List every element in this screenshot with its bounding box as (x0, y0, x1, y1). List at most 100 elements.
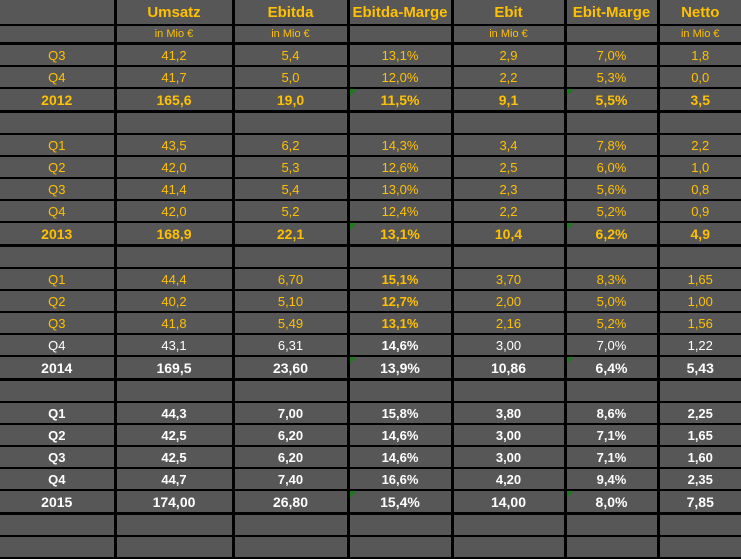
cell-netto[interactable]: 1,56 (656, 311, 741, 335)
cell-ebitda-marge[interactable]: 14,6% (346, 423, 454, 447)
cell-ebit[interactable]: 10,4 (450, 221, 567, 247)
cell-ebitda[interactable] (231, 512, 350, 537)
cell-ebit[interactable] (450, 512, 567, 537)
cell-ebit-marge[interactable] (563, 244, 660, 269)
cell-ebit-marge[interactable] (563, 512, 660, 537)
cell-ebitda[interactable]: 7,00 (231, 401, 350, 425)
cell-ebit[interactable]: 9,1 (450, 87, 567, 113)
cell-ebit[interactable]: 3,00 (450, 423, 567, 447)
row-label-cell[interactable] (0, 378, 117, 403)
cell-netto[interactable]: 3,5 (656, 87, 741, 113)
cell-umsatz[interactable]: 41,8 (113, 311, 235, 335)
cell-ebit[interactable] (450, 244, 567, 269)
cell-umsatz[interactable]: 42,5 (113, 445, 235, 469)
cell-umsatz[interactable]: 41,7 (113, 65, 235, 89)
row-label-cell[interactable]: Q1 (0, 401, 117, 425)
cell-ebitda[interactable]: 5,3 (231, 155, 350, 179)
cell-umsatz[interactable] (113, 244, 235, 269)
row-label-cell[interactable]: Q3 (0, 177, 117, 201)
cell-ebit-marge[interactable]: 6,0% (563, 155, 660, 179)
cell-umsatz[interactable]: 41,4 (113, 177, 235, 201)
column-unit-ebit[interactable]: in Mio € (450, 24, 567, 45)
cell-umsatz[interactable]: 41,2 (113, 43, 235, 67)
row-label-cell[interactable]: Q4 (0, 199, 117, 223)
cell-ebit-marge[interactable]: 7,8% (563, 133, 660, 157)
cell-netto[interactable] (656, 378, 741, 403)
cell-ebitda[interactable] (231, 244, 350, 269)
row-label-cell[interactable]: Q4 (0, 65, 117, 89)
column-header-ebit-marge[interactable]: Ebit-Marge (563, 0, 660, 26)
column-header-label[interactable] (0, 0, 117, 26)
cell-ebitda-marge[interactable]: 13,0% (346, 177, 454, 201)
cell-ebit-marge[interactable] (563, 535, 660, 559)
cell-ebit[interactable]: 14,00 (450, 489, 567, 515)
cell-ebitda-marge[interactable]: 12,7% (346, 289, 454, 313)
column-unit-umsatz[interactable]: in Mio € (113, 24, 235, 45)
row-label-cell[interactable]: 2014 (0, 355, 117, 381)
cell-ebit[interactable]: 3,00 (450, 333, 567, 357)
cell-netto[interactable]: 2,2 (656, 133, 741, 157)
cell-ebitda[interactable] (231, 378, 350, 403)
cell-umsatz[interactable]: 169,5 (113, 355, 235, 381)
cell-ebit-marge[interactable]: 6,4% (563, 355, 660, 381)
cell-umsatz[interactable]: 44,7 (113, 467, 235, 491)
cell-ebitda-marge[interactable] (346, 512, 454, 537)
cell-ebitda-marge[interactable]: 15,1% (346, 267, 454, 291)
cell-ebit-marge[interactable]: 7,1% (563, 423, 660, 447)
cell-umsatz[interactable]: 43,1 (113, 333, 235, 357)
row-label-cell[interactable]: Q4 (0, 333, 117, 357)
cell-netto[interactable]: 1,60 (656, 445, 741, 469)
cell-ebit[interactable]: 2,3 (450, 177, 567, 201)
cell-umsatz[interactable]: 42,5 (113, 423, 235, 447)
cell-ebit-marge[interactable]: 5,2% (563, 311, 660, 335)
cell-netto[interactable]: 2,35 (656, 467, 741, 491)
cell-ebit-marge[interactable] (563, 378, 660, 403)
cell-netto[interactable]: 5,43 (656, 355, 741, 381)
cell-ebitda[interactable] (231, 535, 350, 559)
row-label-cell[interactable]: Q3 (0, 43, 117, 67)
cell-netto[interactable]: 4,9 (656, 221, 741, 247)
row-label-cell[interactable] (0, 512, 117, 537)
cell-netto[interactable] (656, 244, 741, 269)
cell-ebit[interactable]: 2,00 (450, 289, 567, 313)
cell-ebit[interactable]: 3,00 (450, 445, 567, 469)
cell-ebitda-marge[interactable] (346, 110, 454, 135)
column-unit-ebitda-marge[interactable] (346, 24, 454, 45)
cell-ebit-marge[interactable]: 5,0% (563, 289, 660, 313)
cell-ebit[interactable]: 4,20 (450, 467, 567, 491)
cell-ebitda[interactable]: 23,60 (231, 355, 350, 381)
cell-netto[interactable] (656, 535, 741, 559)
cell-ebitda-marge[interactable]: 13,1% (346, 43, 454, 67)
cell-ebitda[interactable]: 5,0 (231, 65, 350, 89)
column-unit-ebit-marge[interactable] (563, 24, 660, 45)
row-label-cell[interactable]: Q3 (0, 445, 117, 469)
column-header-ebitda-marge[interactable]: Ebitda-Marge (346, 0, 454, 26)
cell-ebitda[interactable]: 19,0 (231, 87, 350, 113)
row-label-cell[interactable] (0, 535, 117, 559)
cell-ebit-marge[interactable]: 7,0% (563, 333, 660, 357)
cell-ebit[interactable]: 2,5 (450, 155, 567, 179)
cell-ebitda-marge[interactable]: 15,4% (346, 489, 454, 515)
cell-umsatz[interactable]: 44,4 (113, 267, 235, 291)
cell-ebit-marge[interactable]: 8,3% (563, 267, 660, 291)
cell-umsatz[interactable]: 42,0 (113, 199, 235, 223)
row-label-cell[interactable]: Q2 (0, 155, 117, 179)
row-label-cell[interactable]: Q2 (0, 423, 117, 447)
cell-ebitda-marge[interactable]: 16,6% (346, 467, 454, 491)
cell-ebit-marge[interactable]: 9,4% (563, 467, 660, 491)
cell-umsatz[interactable] (113, 535, 235, 559)
cell-ebit[interactable]: 10,86 (450, 355, 567, 381)
cell-ebit-marge[interactable]: 5,6% (563, 177, 660, 201)
cell-ebit[interactable] (450, 378, 567, 403)
cell-ebitda[interactable]: 26,80 (231, 489, 350, 515)
cell-netto[interactable]: 1,65 (656, 423, 741, 447)
cell-netto[interactable]: 1,65 (656, 267, 741, 291)
row-label-cell[interactable]: Q1 (0, 133, 117, 157)
column-unit-ebitda[interactable]: in Mio € (231, 24, 350, 45)
cell-umsatz[interactable]: 43,5 (113, 133, 235, 157)
cell-ebit[interactable] (450, 535, 567, 559)
column-header-umsatz[interactable]: Umsatz (113, 0, 235, 26)
cell-umsatz[interactable]: 168,9 (113, 221, 235, 247)
cell-ebit-marge[interactable]: 8,0% (563, 489, 660, 515)
row-label-cell[interactable]: Q1 (0, 267, 117, 291)
